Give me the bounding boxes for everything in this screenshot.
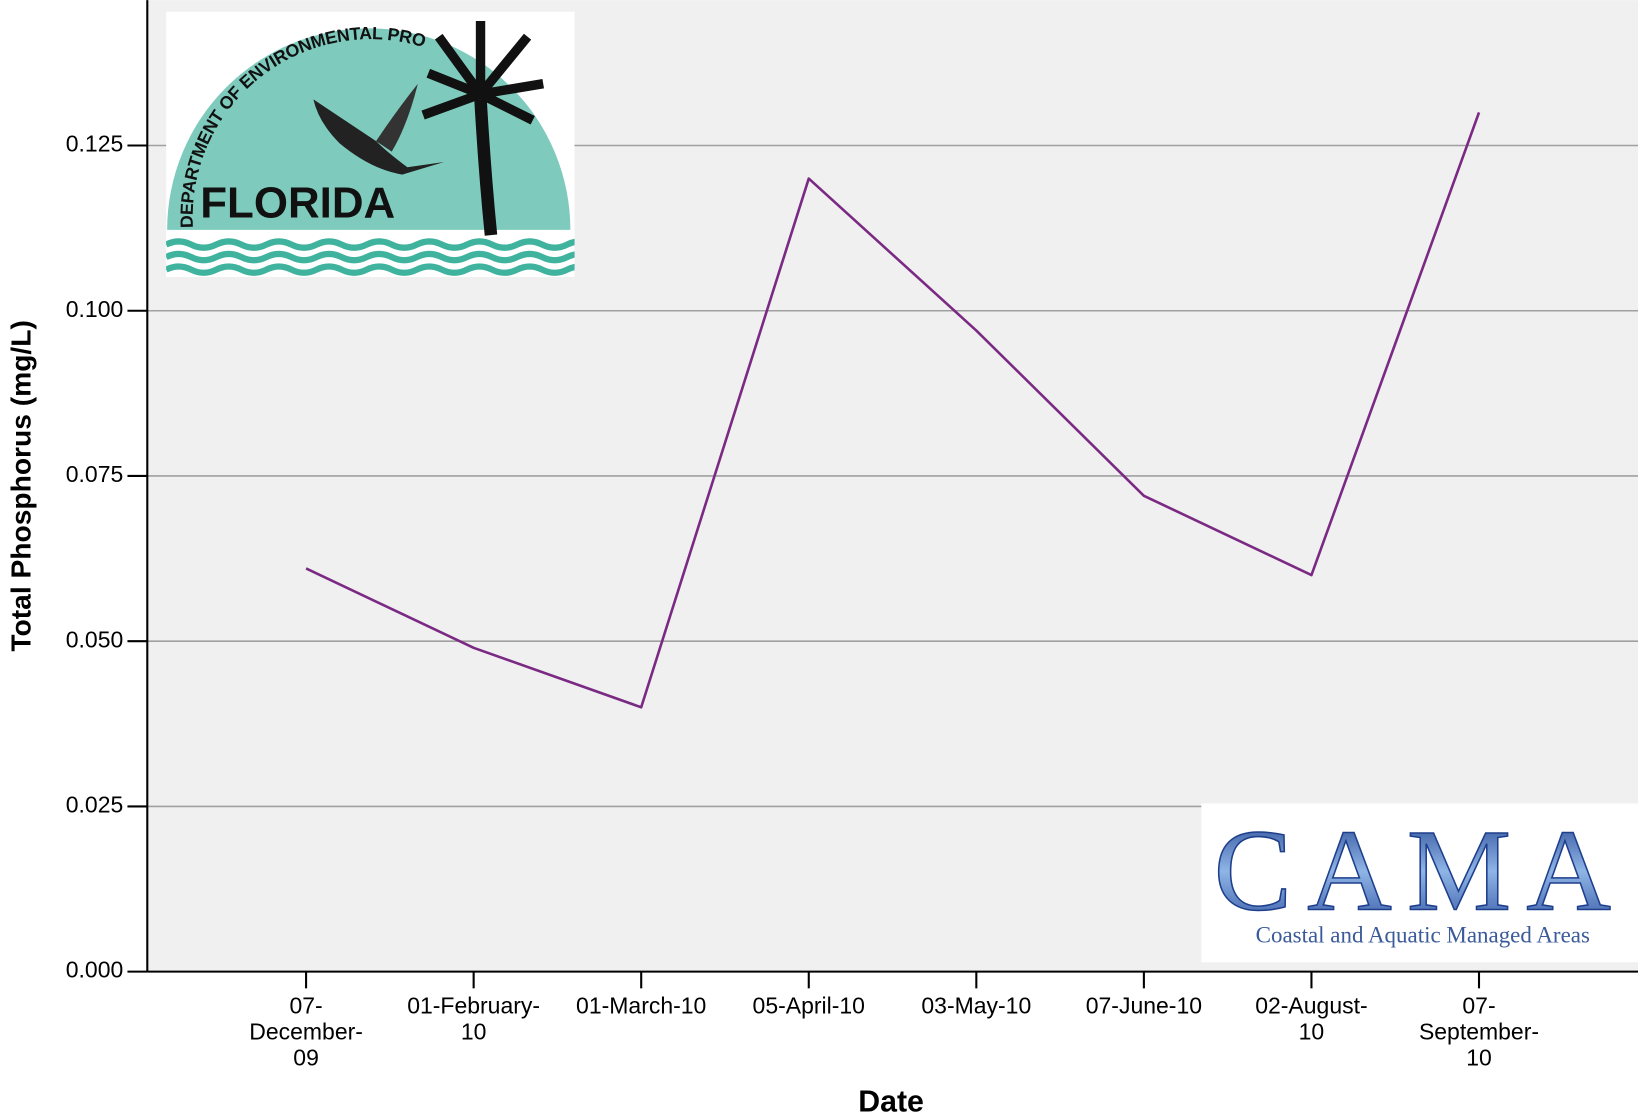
y-axis-label: Total Phosphorus (mg/L): [4, 320, 36, 651]
cama-logo: CAMA Coastal and Aquatic Managed Areas: [1201, 803, 1638, 963]
x-tick-label-box: 07-September-10: [1418, 992, 1540, 1071]
y-tick-label: 0.050: [66, 626, 123, 652]
y-tick-label: 0.000: [66, 957, 123, 983]
x-tick-label: 07-December-09: [249, 992, 363, 1071]
x-tick-label: 01-February-10: [407, 992, 541, 1045]
x-tick-label-box: 07-December-09: [249, 992, 363, 1071]
y-tick-label: 0.125: [66, 131, 123, 157]
x-tick-label: 03-May-10: [921, 992, 1032, 1019]
x-axis-label: Date: [858, 1085, 924, 1118]
data-line: [305, 112, 1481, 709]
x-tick-label: 07-June-10: [1085, 992, 1203, 1019]
x-tick-label-box: 03-May-10: [921, 992, 1032, 1019]
x-tick-label: 02-August-10: [1255, 992, 1368, 1045]
x-tick-label-box: 02-August-10: [1255, 992, 1368, 1045]
x-tick-label: 05-April-10: [752, 992, 865, 1019]
x-tick-label-box: 07-June-10: [1085, 992, 1203, 1019]
x-tick-label: 01-March-10: [576, 992, 707, 1019]
logo-wave: [166, 238, 575, 251]
x-tick-label-box: 01-March-10: [576, 992, 707, 1019]
x-tick-label-box: 01-February-10: [407, 992, 541, 1045]
logo-cama: CAMA: [1214, 807, 1611, 936]
x-tick-label-box: 05-April-10: [752, 992, 865, 1019]
line-layer: [305, 112, 1481, 709]
logo-palm-trunk: [474, 98, 498, 236]
logo-wave: [166, 250, 575, 264]
fdep-logo: DEPARTMENT OF ENVIRONMENTAL PROTECTION F…: [166, 11, 575, 277]
logo-palm-leaves: [421, 21, 544, 125]
ticks: 0.000 0.025 0.050 0.075 0.100 0.125 07-Decembe…: [66, 131, 1540, 1071]
logo-wave: [166, 263, 575, 276]
logo-background: [1201, 803, 1638, 963]
y-tick-label: 0.100: [66, 296, 123, 322]
logo-cama-sub: Coastal and Aquatic Managed Areas: [1256, 922, 1590, 947]
logo-florida: FLORIDA: [200, 179, 395, 228]
logo-heron: [313, 99, 444, 175]
y-tick-label: 0.025: [66, 791, 123, 817]
logo-heron-wing: [376, 83, 418, 152]
y-tick-label: 0.075: [66, 461, 123, 487]
x-tick-label: 07-September-10: [1418, 992, 1540, 1071]
